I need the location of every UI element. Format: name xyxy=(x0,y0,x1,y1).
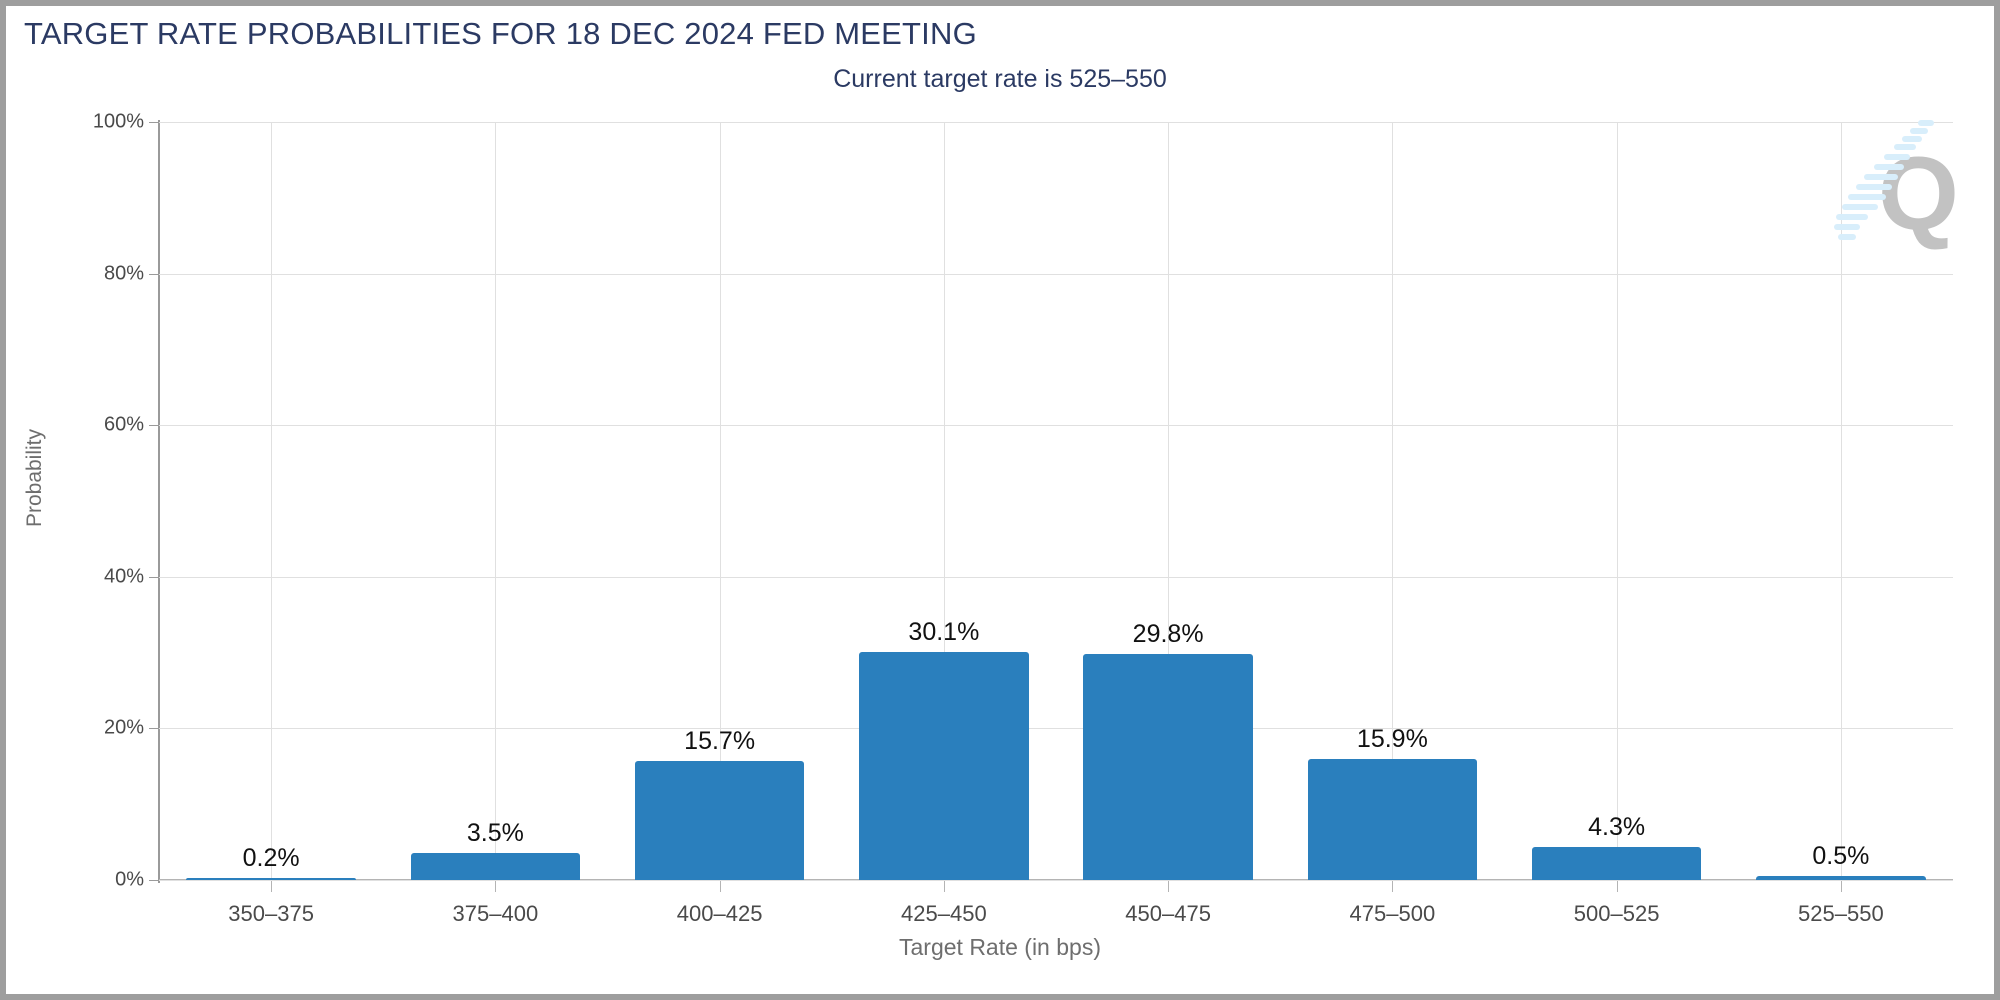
bar-value-label: 29.8% xyxy=(1132,620,1204,649)
x-axis-tick-mark xyxy=(943,881,945,892)
bar-value-label: 15.9% xyxy=(1356,725,1428,754)
x-axis-tick-label: 450–475 xyxy=(1125,901,1211,926)
plot-area xyxy=(159,122,1953,881)
bar-value-label: 30.1% xyxy=(908,617,980,646)
y-axis-tick-mark xyxy=(149,273,159,275)
x-axis-tick-label: 400–425 xyxy=(676,901,763,926)
bar[interactable] xyxy=(186,878,356,880)
x-axis-tick-label: 475–500 xyxy=(1349,901,1436,926)
x-axis-tick-mark xyxy=(1168,881,1170,892)
y-axis-title: Probability xyxy=(23,428,46,528)
gridline-vertical xyxy=(1616,122,1618,880)
x-axis-tick-mark xyxy=(719,881,721,892)
bar[interactable] xyxy=(1307,759,1478,880)
chart-subtitle: Current target rate is 525–550 xyxy=(833,65,1167,93)
y-axis-tick-label: 100% xyxy=(92,110,144,133)
bar[interactable] xyxy=(634,761,805,880)
gridline-vertical xyxy=(1168,122,1170,880)
bar-value-label: 15.7% xyxy=(684,726,756,755)
bar-value-label: 0.5% xyxy=(1812,842,1870,871)
bar[interactable] xyxy=(859,651,1029,880)
bar[interactable] xyxy=(1083,654,1253,880)
y-axis-tick-mark xyxy=(149,122,159,123)
y-axis-tick-label: 20% xyxy=(103,716,144,739)
y-axis-labels: 0% 20% 40% 60% 80% 100% xyxy=(6,6,144,994)
gridline-vertical xyxy=(495,122,497,880)
bar-value-label: 0.2% xyxy=(242,844,300,873)
bar[interactable] xyxy=(1531,847,1702,880)
gridline-vertical xyxy=(943,122,945,880)
gridline-vertical xyxy=(719,122,721,880)
bar-value-label: 4.3% xyxy=(1588,813,1646,842)
gridline-horizontal xyxy=(159,576,1953,578)
y-axis-tick-mark xyxy=(149,425,159,427)
gridline-horizontal xyxy=(159,273,1953,275)
bar[interactable] xyxy=(1756,876,1926,880)
x-axis-tick-label: 375–400 xyxy=(452,901,539,926)
gridline-horizontal xyxy=(159,728,1953,730)
y-axis-spine xyxy=(158,120,160,883)
y-axis-tick-label: 60% xyxy=(103,413,144,436)
x-axis-tick-label: 350–375 xyxy=(228,901,314,926)
gridline-horizontal xyxy=(159,880,1953,881)
gridline-horizontal xyxy=(159,122,1953,123)
gridline-horizontal xyxy=(159,425,1953,427)
page-title: TARGET RATE PROBABILITIES FOR 18 DEC 202… xyxy=(24,16,977,51)
y-axis-tick-label: 40% xyxy=(103,565,144,588)
gridline-vertical xyxy=(1840,122,1842,880)
x-axis-tick-label: 525–550 xyxy=(1798,901,1884,926)
y-axis-tick-label: 0% xyxy=(115,868,144,891)
bar-value-label: 3.5% xyxy=(466,819,524,848)
y-axis-tick-mark xyxy=(149,576,159,578)
y-axis-tick-label: 80% xyxy=(103,262,144,285)
gridline-vertical xyxy=(1392,122,1394,880)
x-axis-tick-mark xyxy=(1840,881,1842,892)
x-axis-tick-mark xyxy=(271,881,273,892)
x-axis-tick-mark xyxy=(1616,881,1618,892)
x-axis-tick-mark xyxy=(1392,881,1394,892)
y-axis-tick-mark xyxy=(149,728,159,730)
x-axis-tick-label: 425–450 xyxy=(901,901,987,926)
x-axis-title: Target Rate (in bps) xyxy=(899,934,1101,960)
x-axis-tick-mark xyxy=(495,881,497,892)
x-axis-tick-label: 500–525 xyxy=(1573,901,1660,926)
bar[interactable] xyxy=(410,853,581,880)
gridline-vertical xyxy=(271,122,273,880)
y-axis-tick-mark xyxy=(149,880,159,881)
